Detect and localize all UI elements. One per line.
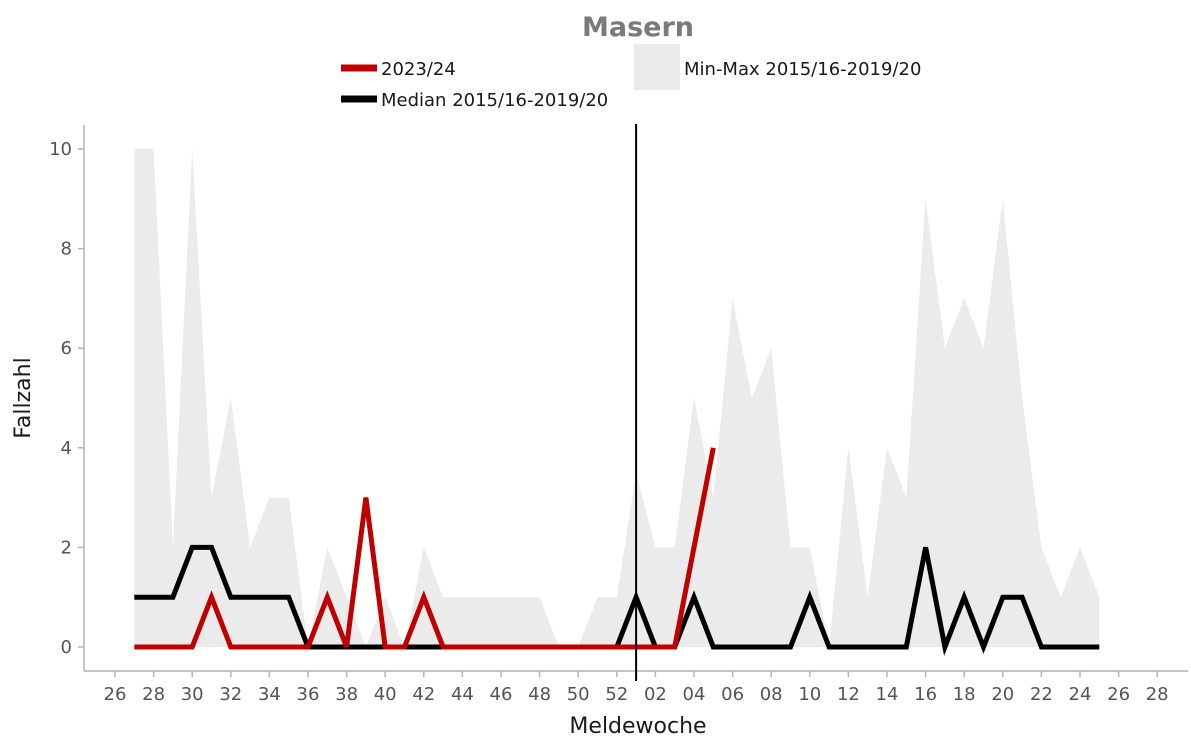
y-tick-label: 6 xyxy=(61,338,72,359)
x-axis-ticks: 26 28 30 32 34 36 38 40 42 44 46 48 50 52 02 04 06 08 10 12… xyxy=(104,671,1169,705)
x-tick-label: 02 xyxy=(644,684,667,705)
legend-swatch-range xyxy=(634,44,680,90)
x-tick-label: 50 xyxy=(567,684,590,705)
x-tick-label: 04 xyxy=(683,684,706,705)
x-tick-label: 48 xyxy=(528,684,551,705)
x-tick-label: 36 xyxy=(297,684,320,705)
y-tick-label: 10 xyxy=(49,139,72,160)
x-tick-label: 44 xyxy=(451,684,474,705)
x-tick-label: 12 xyxy=(837,684,860,705)
x-tick-label: 24 xyxy=(1069,684,1092,705)
y-tick-label: 2 xyxy=(61,537,72,558)
x-tick-label: 28 xyxy=(1146,684,1169,705)
y-axis-label: Fallzahl xyxy=(11,357,36,438)
x-tick-label: 28 xyxy=(142,684,165,705)
x-tick-label: 26 xyxy=(1107,684,1130,705)
x-tick-label: 42 xyxy=(412,684,435,705)
x-tick-label: 20 xyxy=(991,684,1014,705)
x-tick-label: 46 xyxy=(490,684,513,705)
x-axis-label: Meldewoche xyxy=(569,714,706,739)
x-tick-label: 32 xyxy=(219,684,242,705)
x-tick-label: 16 xyxy=(914,684,937,705)
x-tick-label: 34 xyxy=(258,684,281,705)
y-tick-label: 4 xyxy=(61,438,72,459)
min-max-range-area xyxy=(134,149,1100,647)
y-axis-ticks: 0 2 4 6 8 10 xyxy=(49,139,84,658)
legend-label-median: Median 2015/16-2019/20 xyxy=(381,90,608,111)
x-tick-label: 26 xyxy=(104,684,127,705)
x-tick-label: 40 xyxy=(374,684,397,705)
x-tick-label: 14 xyxy=(876,684,899,705)
legend: 2023/24 Median 2015/16-2019/20 Min-Max 2… xyxy=(341,44,921,111)
x-tick-label: 10 xyxy=(798,684,821,705)
x-tick-label: 22 xyxy=(1030,684,1053,705)
x-tick-label: 38 xyxy=(335,684,358,705)
x-tick-label: 08 xyxy=(760,684,783,705)
x-tick-label: 18 xyxy=(953,684,976,705)
current-season-line xyxy=(134,447,716,650)
y-tick-label: 0 xyxy=(61,637,72,658)
legend-label-range: Min-Max 2015/16-2019/20 xyxy=(684,59,921,80)
x-tick-label: 06 xyxy=(721,684,744,705)
x-tick-label: 30 xyxy=(181,684,204,705)
x-tick-label: 52 xyxy=(605,684,628,705)
chart-title: Masern xyxy=(582,12,694,43)
legend-label-current: 2023/24 xyxy=(381,59,456,80)
y-tick-label: 8 xyxy=(61,239,72,260)
